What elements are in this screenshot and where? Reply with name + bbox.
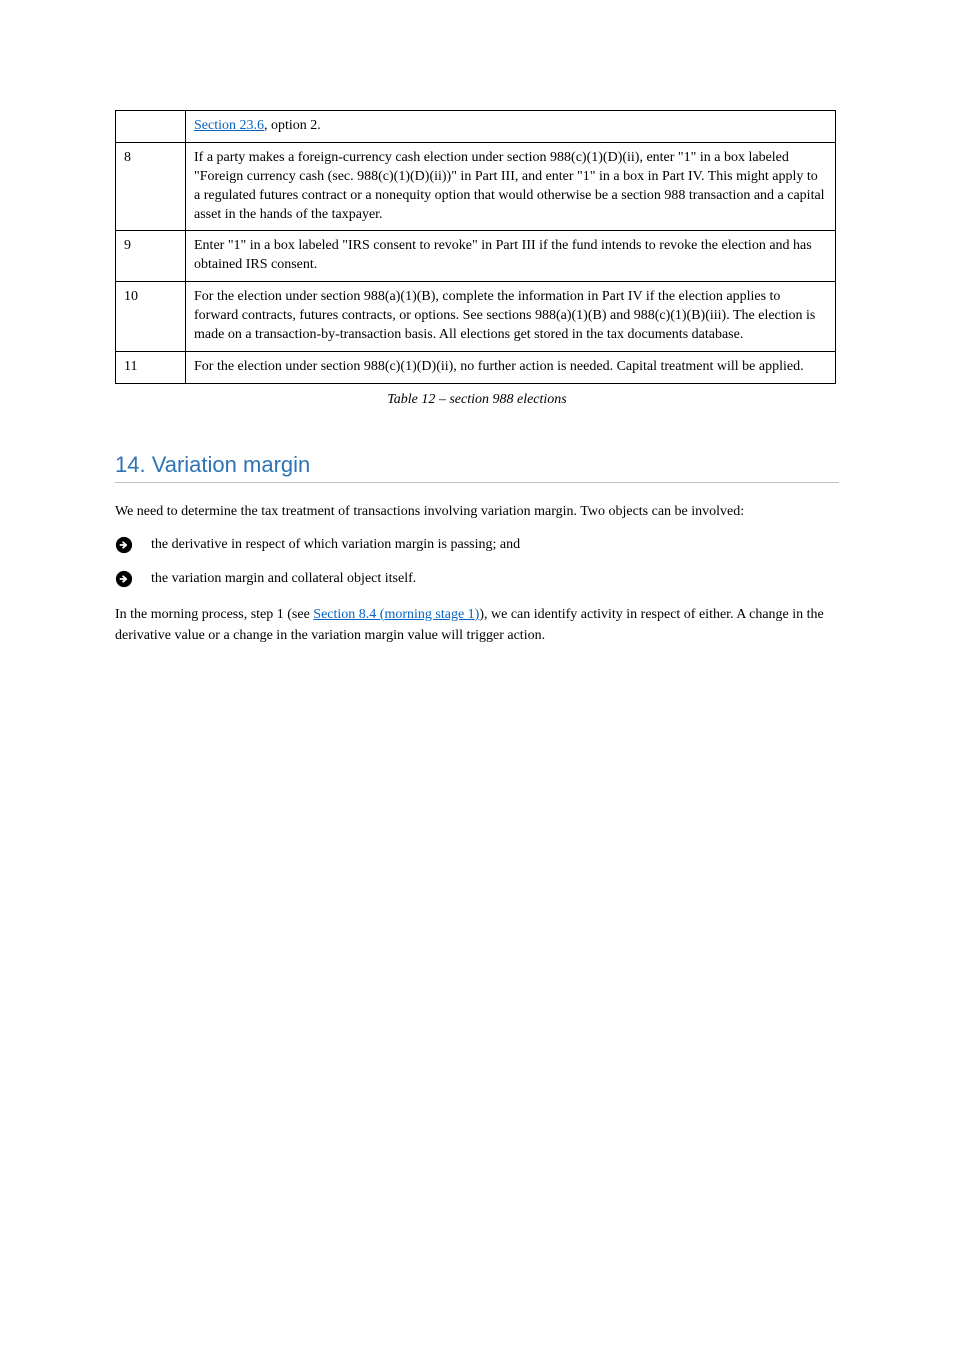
intro-paragraph: We need to determine the tax treatment o… [115, 501, 839, 522]
description-cell: If a party makes a foreign-currency cash… [186, 142, 836, 231]
description-cell: Enter "1" in a box labeled "IRS consent … [186, 231, 836, 282]
page: Section 23.6, option 2.8If a party makes… [0, 110, 954, 1345]
step-cell: 10 [116, 282, 186, 352]
step-cell: 11 [116, 351, 186, 383]
table-row: 9Enter "1" in a box labeled "IRS consent… [116, 231, 836, 282]
bullet-list: the derivative in respect of which varia… [115, 536, 839, 588]
list-item: the variation margin and collateral obje… [115, 570, 839, 588]
para-text-before-link: In the morning process, step 1 (see [115, 607, 313, 622]
table-row: Section 23.6, option 2. [116, 111, 836, 143]
section-heading: 14. Variation margin [115, 452, 839, 483]
table-row: 10For the election under section 988(a)(… [116, 282, 836, 352]
step-cell: 8 [116, 142, 186, 231]
table-caption: Table 12 – section 988 elections [115, 392, 839, 408]
list-item-text: the variation margin and collateral obje… [151, 571, 416, 587]
description-cell: For the election under section 988(a)(1)… [186, 282, 836, 352]
arrow-circle-icon [115, 536, 133, 554]
step-cell [116, 111, 186, 143]
doc-table: Section 23.6, option 2.8If a party makes… [115, 110, 836, 384]
description-text: , option 2. [264, 118, 321, 133]
section-8-4-link[interactable]: Section 8.4 (morning stage 1) [313, 607, 479, 622]
list-item: the derivative in respect of which varia… [115, 536, 839, 554]
section-23-6-link[interactable]: Section 23.6 [194, 118, 264, 133]
description-cell: Section 23.6, option 2. [186, 111, 836, 143]
description-cell: For the election under section 988(c)(1)… [186, 351, 836, 383]
table-row: 11For the election under section 988(c)(… [116, 351, 836, 383]
step-cell: 9 [116, 231, 186, 282]
arrow-circle-icon [115, 570, 133, 588]
variation-margin-paragraph: In the morning process, step 1 (see Sect… [115, 604, 839, 646]
list-item-text: the derivative in respect of which varia… [151, 537, 520, 553]
table-row: 8If a party makes a foreign-currency cas… [116, 142, 836, 231]
